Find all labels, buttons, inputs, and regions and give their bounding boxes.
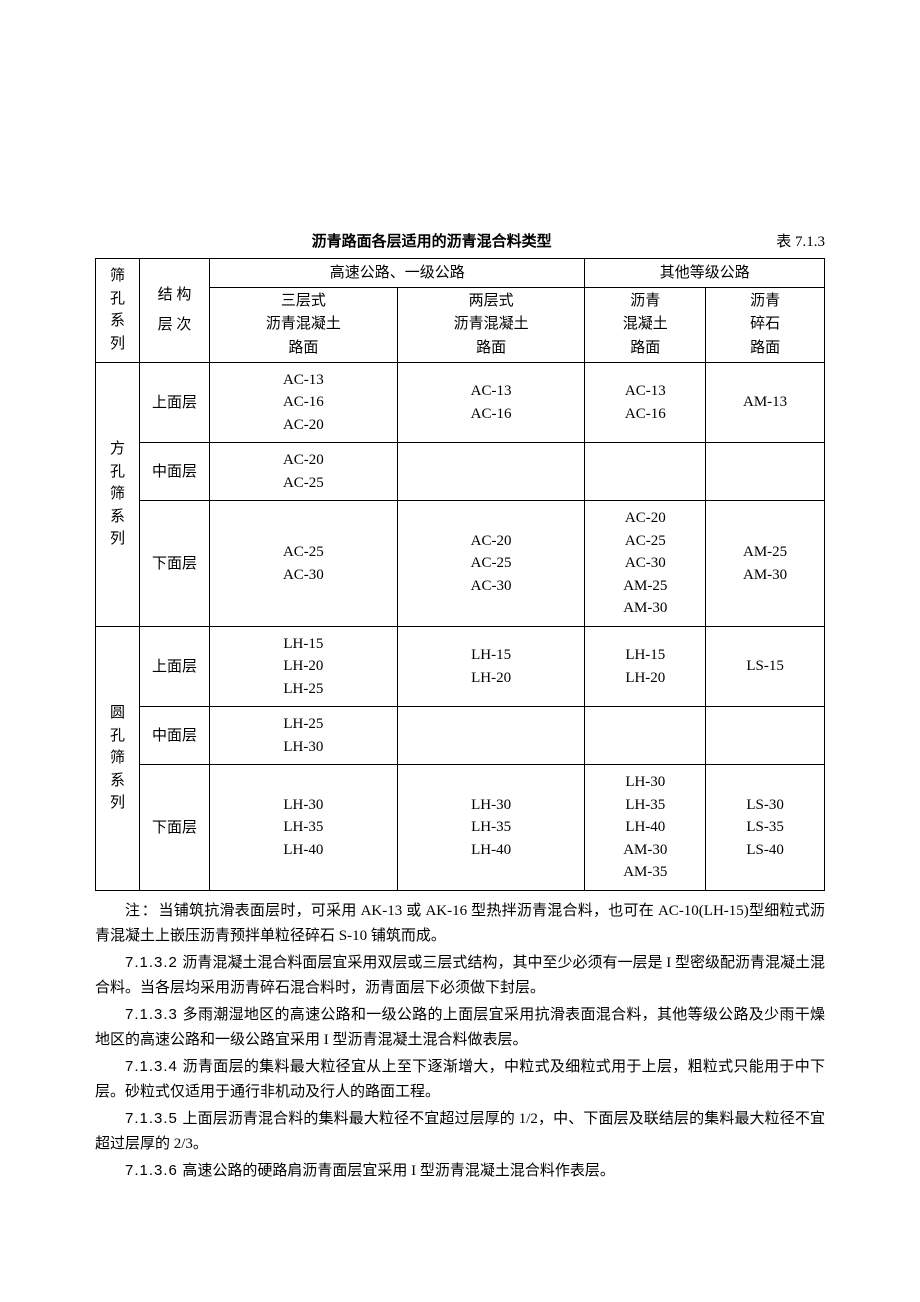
cell-d: LS-30LS-35LS-40 <box>706 765 825 891</box>
table-heading: 沥青路面各层适用的沥青混合料类型 表 7.1.3 <box>95 230 825 254</box>
cell-a: AC-20AC-25 <box>210 443 398 501</box>
col-a: 三层式沥青混凝土路面 <box>210 288 398 363</box>
cell-d <box>706 707 825 765</box>
col-c: 沥青混凝土路面 <box>585 288 706 363</box>
cell-b <box>397 707 585 765</box>
col-b: 两层式沥青混凝土路面 <box>397 288 585 363</box>
clause: 7.1.3.5上面层沥青混合料的集料最大粒径不宜超过层厚的 1/2，中、下面层及… <box>95 1106 825 1158</box>
col-highgrade: 高速公路、一级公路 <box>210 259 585 288</box>
table-row: 圆孔筛系列上面层LH-15LH-20LH-25LH-15LH-20LH-15LH… <box>96 626 825 707</box>
clause: 7.1.3.4沥青面层的集料最大粒径宜从上至下逐渐增大，中粒式及细粒式用于上层，… <box>95 1054 825 1106</box>
layer-name: 中面层 <box>140 443 210 501</box>
layer-name: 中面层 <box>140 707 210 765</box>
table-row: 中面层LH-25LH-30 <box>96 707 825 765</box>
clause-number: 7.1.3.3 <box>125 1006 178 1023</box>
body-text: 注：当铺筑抗滑表面层时，可采用 AK-13 或 AK-16 型热拌沥青混合料，也… <box>95 899 825 1185</box>
cell-c: AC-20AC-25AC-30AM-25AM-30 <box>585 501 706 627</box>
layer-name: 上面层 <box>140 362 210 443</box>
cell-c: LH-15LH-20 <box>585 626 706 707</box>
cell-c: AC-13AC-16 <box>585 362 706 443</box>
cell-d: AM-25AM-30 <box>706 501 825 627</box>
cell-b: AC-20AC-25AC-30 <box>397 501 585 627</box>
table-row: 方孔筛系列上面层AC-13AC-16AC-20AC-13AC-16AC-13AC… <box>96 362 825 443</box>
cell-a: LH-25LH-30 <box>210 707 398 765</box>
cell-a: AC-13AC-16AC-20 <box>210 362 398 443</box>
cell-c <box>585 443 706 501</box>
layer-name: 上面层 <box>140 626 210 707</box>
mix-type-table: 筛孔系列 结 构 层 次 高速公路、一级公路 其他等级公路 三层式沥青混凝土路面… <box>95 258 825 891</box>
col-layer: 结 构 层 次 <box>140 259 210 363</box>
table-row: 下面层AC-25AC-30AC-20AC-25AC-30AC-20AC-25AC… <box>96 501 825 627</box>
clause: 7.1.3.6高速公路的硬路肩沥青面层宜采用 I 型沥青混凝土混合料作表层。 <box>95 1158 825 1185</box>
clause-number: 7.1.3.2 <box>125 954 178 971</box>
cell-a: LH-30LH-35LH-40 <box>210 765 398 891</box>
table-row: 中面层AC-20AC-25 <box>96 443 825 501</box>
col-d: 沥青碎石路面 <box>706 288 825 363</box>
cell-b: LH-15LH-20 <box>397 626 585 707</box>
cell-c: LH-30LH-35LH-40AM-30AM-35 <box>585 765 706 891</box>
cell-c <box>585 707 706 765</box>
clause-number: 7.1.3.6 <box>125 1162 178 1179</box>
layer-name: 下面层 <box>140 765 210 891</box>
cell-a: AC-25AC-30 <box>210 501 398 627</box>
table-number: 表 7.1.3 <box>768 230 825 254</box>
table-title: 沥青路面各层适用的沥青混合料类型 <box>95 230 768 254</box>
table-note: 注：当铺筑抗滑表面层时，可采用 AK-13 或 AK-16 型热拌沥青混合料，也… <box>95 899 825 950</box>
col-othergrade: 其他等级公路 <box>585 259 825 288</box>
clause-number: 7.1.3.5 <box>125 1110 178 1127</box>
clause-number: 7.1.3.4 <box>125 1058 178 1075</box>
cell-b: AC-13AC-16 <box>397 362 585 443</box>
cell-d: AM-13 <box>706 362 825 443</box>
table-row: 下面层LH-30LH-35LH-40LH-30LH-35LH-40LH-30LH… <box>96 765 825 891</box>
col-sieve: 筛孔系列 <box>96 259 140 363</box>
cell-b <box>397 443 585 501</box>
sieve-group: 方孔筛系列 <box>96 362 140 626</box>
cell-b: LH-30LH-35LH-40 <box>397 765 585 891</box>
clause: 7.1.3.3多雨潮湿地区的高速公路和一级公路的上面层宜采用抗滑表面混合料，其他… <box>95 1002 825 1054</box>
clause: 7.1.3.2沥青混凝土混合料面层宜采用双层或三层式结构，其中至少必须有一层是 … <box>95 950 825 1002</box>
layer-name: 下面层 <box>140 501 210 627</box>
cell-d: LS-15 <box>706 626 825 707</box>
sieve-group: 圆孔筛系列 <box>96 626 140 890</box>
cell-d <box>706 443 825 501</box>
cell-a: LH-15LH-20LH-25 <box>210 626 398 707</box>
